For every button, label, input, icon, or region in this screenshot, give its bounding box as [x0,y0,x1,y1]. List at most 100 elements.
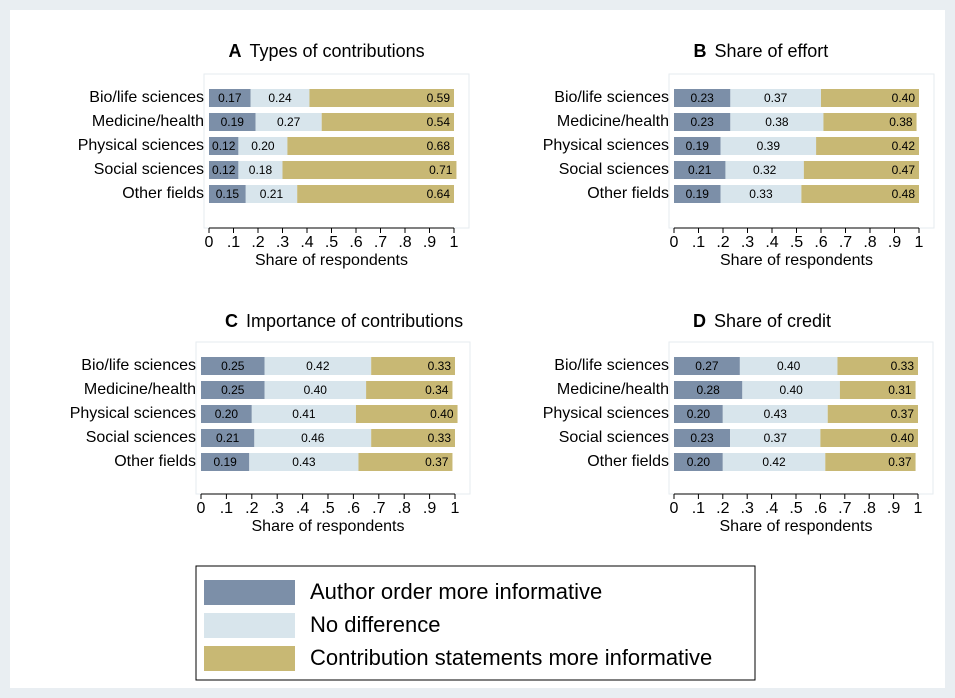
bar-segment [722,405,828,423]
x-tick-label: .5 [321,500,334,517]
data-label: 0.40 [779,383,803,397]
category-label: Other fields [587,185,669,202]
bar-segment [209,89,251,107]
data-label: 0.34 [425,383,449,397]
bar-segment [674,89,731,107]
bar-segment [674,357,740,375]
data-label: 0.20 [687,455,711,469]
bar-segment [245,185,298,203]
data-label: 0.17 [218,91,242,105]
panel-letter: A [229,41,242,61]
x-tick-label: 0 [670,234,679,251]
data-label: 0.37 [891,407,915,421]
bar-segment [355,405,458,423]
x-tick-label: .2 [716,234,729,251]
x-axis-title: Share of respondents [720,518,873,535]
category-label: Social sciences [559,161,669,178]
bar-segment [249,453,359,471]
data-label: 0.19 [213,455,237,469]
bar-segment [358,453,453,471]
x-tick-label: .8 [863,500,876,517]
data-label: 0.25 [221,359,245,373]
data-label: 0.54 [427,115,451,129]
category-label: Social sciences [559,429,669,446]
bar-segment [371,357,455,375]
x-tick-label: .4 [296,500,309,517]
category-label: Bio/life sciences [81,357,196,374]
data-label: 0.47 [892,163,916,177]
category-label: Social sciences [86,429,196,446]
x-tick-label: .2 [716,500,729,517]
x-tick-label: .2 [251,234,264,251]
data-label: 0.24 [268,91,292,105]
bar-segment [837,357,918,375]
data-label: 0.33 [891,359,915,373]
category-label: Bio/life sciences [89,89,204,106]
bar-segment [366,381,453,399]
data-label: 0.37 [888,455,912,469]
bar-segment [264,381,367,399]
data-label: 0.23 [690,115,714,129]
bar-segment [730,89,821,107]
data-label: 0.12 [212,139,236,153]
bar-segment [321,113,454,131]
category-label: Medicine/health [84,381,196,398]
category-label: Other fields [122,185,204,202]
x-axis-title: Share of respondents [720,252,873,269]
category-label: Bio/life sciences [554,89,669,106]
data-label: 0.21 [260,187,284,201]
x-axis-title: Share of respondents [252,518,405,535]
data-label: 0.33 [428,359,452,373]
x-tick-label: .9 [888,234,901,251]
bar-segment [674,185,721,203]
bar-segment [209,161,239,179]
x-tick-label: .8 [398,500,411,517]
data-label: 0.43 [764,407,788,421]
x-tick-label: .7 [839,234,852,251]
x-tick-label: .6 [349,234,362,251]
x-tick-label: .4 [765,500,778,517]
bar-segment [209,185,246,203]
x-tick-label: .3 [741,500,754,517]
x-tick-label: .9 [423,234,436,251]
legend-swatch [204,580,295,605]
x-tick-label: .2 [245,500,258,517]
category-label: Other fields [587,453,669,470]
x-tick-label: .1 [692,234,705,251]
panel-letter: D [693,311,706,331]
bar-segment [238,137,288,155]
bar-segment [730,113,824,131]
x-tick-label: 0 [205,234,214,251]
data-label: 0.19 [686,139,710,153]
bar-segment [827,405,918,423]
data-label: 0.42 [892,139,916,153]
x-tick-label: .5 [325,234,338,251]
category-label: Social sciences [94,161,204,178]
x-tick-label: 1 [914,500,923,517]
data-label: 0.37 [764,91,788,105]
bar-segment [674,161,726,179]
bar-segment [801,185,919,203]
x-tick-label: .6 [347,500,360,517]
bar-segment [201,453,250,471]
bar-segment [816,137,919,155]
x-tick-label: .5 [790,234,803,251]
data-label: 0.25 [221,383,245,397]
x-tick-label: 0 [670,500,679,517]
bar-segment [201,405,252,423]
data-label: 0.12 [212,163,236,177]
legend-swatch [204,646,295,671]
x-tick-label: .3 [271,500,284,517]
category-label: Other fields [114,453,196,470]
panel-title: Types of contributions [250,41,425,61]
panel-letter: B [694,41,707,61]
x-tick-label: .7 [838,500,851,517]
panel-title: Share of effort [715,41,829,61]
data-label: 0.40 [304,383,328,397]
data-label: 0.27 [695,359,719,373]
x-tick-label: .8 [398,234,411,251]
data-label: 0.42 [762,455,786,469]
category-label: Physical sciences [70,405,196,422]
